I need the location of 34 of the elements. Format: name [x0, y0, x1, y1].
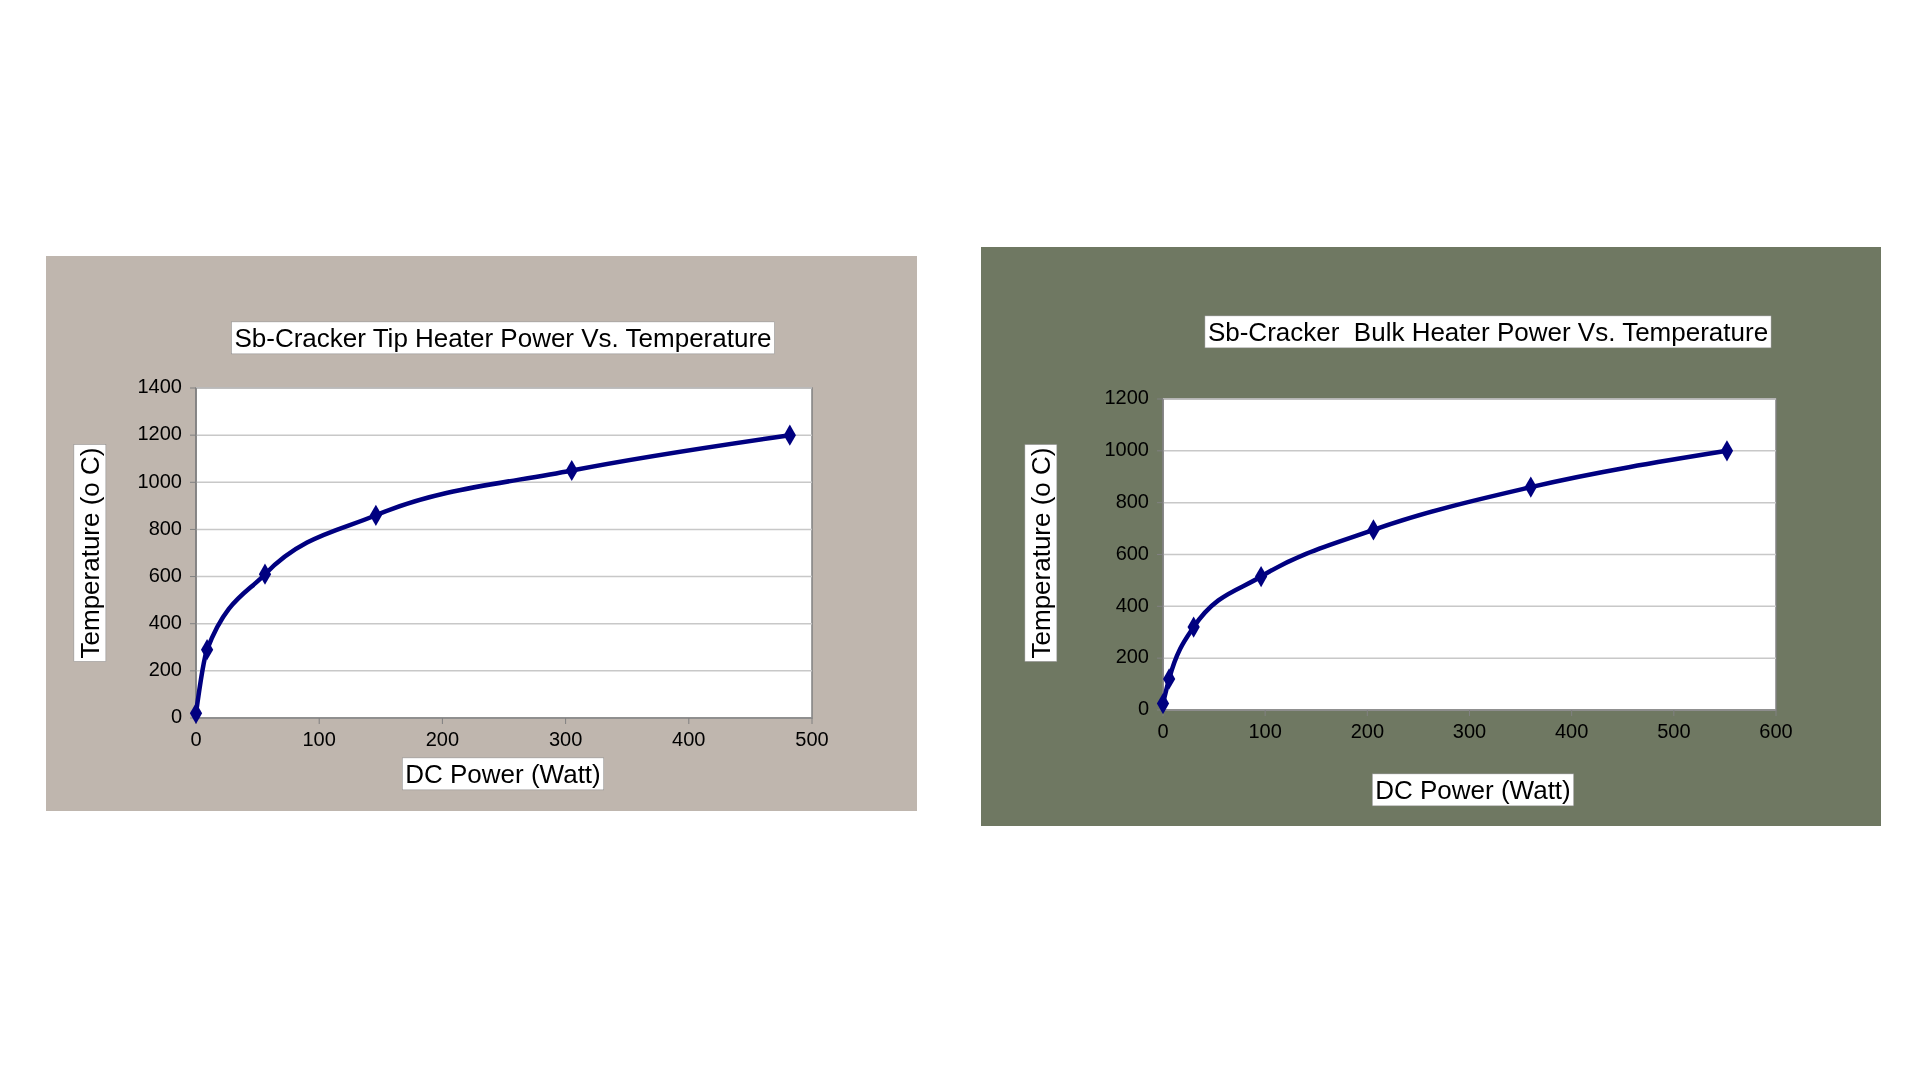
y-tick-label: 800	[148, 516, 182, 539]
x-tick-label: 400	[1554, 720, 1589, 742]
y-tick-label: 400	[148, 611, 182, 633]
x-tick-label: 200	[1350, 720, 1385, 742]
x-axis-title: DC Power (Watt)	[405, 758, 601, 789]
y-tick-label: 400	[1115, 593, 1149, 616]
x-tick-label: 200	[425, 728, 460, 750]
y-tick-label: 200	[148, 658, 182, 681]
x-tick-label: 300	[1452, 720, 1487, 742]
y-axis-title: Temperature (o C)	[1025, 447, 1056, 659]
x-tick-label: 0	[1157, 720, 1169, 742]
x-tick-label: 500	[1657, 720, 1691, 742]
x-axis-title: DC Power (Watt)	[1375, 774, 1571, 805]
x-tick-label: 500	[795, 728, 829, 750]
chart-title: Sb-Cracker Tip Heater Power Vs. Temperature	[234, 322, 772, 353]
y-tick-label: 1000	[137, 469, 182, 492]
x-tick-label: 100	[302, 728, 336, 750]
y-tick-label: 200	[1115, 645, 1149, 668]
y-tick-label: 1000	[1104, 438, 1149, 461]
y-tick-label: 1200	[1104, 386, 1149, 409]
x-tick-label: 600	[1759, 720, 1793, 742]
y-tick-label: 0	[170, 705, 182, 728]
y-tick-label: 600	[1115, 541, 1149, 564]
chart-title: Sb-Cracker Bulk Heater Power Vs. Temperature	[1207, 316, 1769, 347]
y-tick-label: 800	[1115, 489, 1149, 512]
x-tick-label: 0	[190, 728, 202, 750]
y-tick-label: 1400	[137, 375, 182, 398]
x-tick-label: 100	[1248, 720, 1282, 742]
y-tick-label: 600	[148, 563, 182, 586]
y-tick-label: 0	[1137, 697, 1149, 720]
x-tick-label: 300	[548, 728, 583, 750]
y-axis-title: Temperature (o C)	[74, 447, 105, 659]
x-tick-label: 400	[672, 728, 706, 750]
y-tick-label: 1200	[137, 422, 182, 445]
